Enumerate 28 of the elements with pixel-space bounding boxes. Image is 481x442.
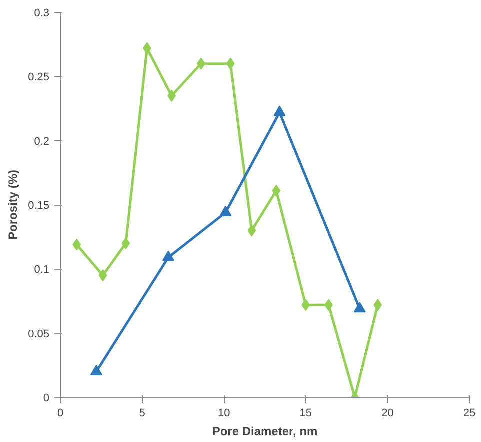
point (374, 299, 382, 312)
x-tick-label: 20 (382, 408, 394, 420)
point (302, 299, 310, 312)
x-axis-title: Pore Diameter, nm (212, 424, 318, 438)
point (122, 238, 130, 250)
point (162, 250, 174, 262)
x-tick-label: 10 (218, 408, 230, 420)
point (354, 302, 366, 313)
y-tick-label: 0.15 (28, 200, 50, 212)
x-tick-label: 0 (57, 408, 64, 420)
y-tick-label: 0.1 (34, 264, 50, 276)
point (272, 184, 281, 197)
x-tick-label: 5 (139, 408, 146, 420)
y-axis-title: Porosity (%) (6, 170, 20, 240)
y-tick-label: 0 (43, 392, 50, 404)
point (220, 206, 232, 216)
point (90, 364, 102, 376)
point (226, 58, 235, 70)
x-tick-label: 15 (300, 408, 312, 420)
y-tick-label: 0.3 (34, 8, 50, 20)
y-tick-label: 0.05 (28, 328, 50, 340)
point (98, 270, 108, 282)
point (248, 224, 256, 237)
point (274, 106, 286, 116)
x-tick-label: 25 (463, 408, 476, 420)
point (72, 238, 82, 251)
y-tick-label: 0.2 (34, 136, 50, 148)
y-tick-label: 0.25 (28, 72, 50, 84)
